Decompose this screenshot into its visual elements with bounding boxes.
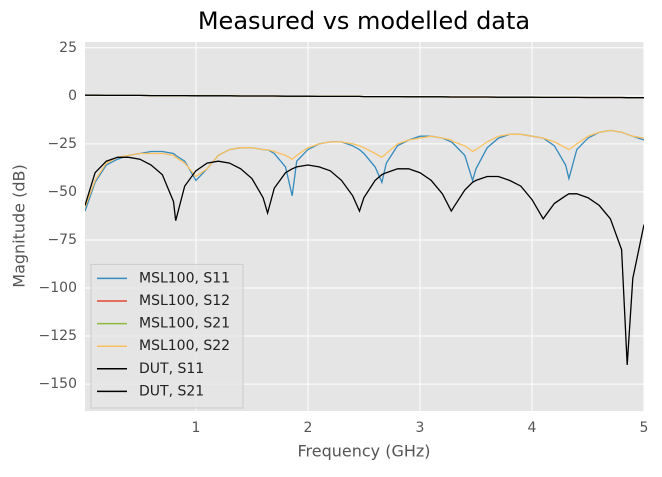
series-line xyxy=(85,129,644,212)
chart-title: Measured vs modelled data xyxy=(198,7,530,35)
x-tick-label: 1 xyxy=(191,420,200,436)
y-tick-label: −150 xyxy=(39,376,77,392)
series-line xyxy=(85,156,644,365)
series-line xyxy=(85,94,644,99)
y-tick-label: −100 xyxy=(39,280,77,296)
legend-label: DUT, S21 xyxy=(139,383,204,399)
y-tick-label: −75 xyxy=(47,232,77,248)
legend-label: MSL100, S12 xyxy=(139,293,230,309)
lines xyxy=(85,94,644,365)
legend-label: MSL100, S21 xyxy=(139,316,230,332)
x-tick-label: 4 xyxy=(528,420,537,436)
y-tick-label: −125 xyxy=(39,328,77,344)
x-tick-label: 2 xyxy=(303,420,312,436)
y-tick-label: −50 xyxy=(47,184,77,200)
series-line xyxy=(85,129,644,208)
y-tick-label: −25 xyxy=(47,136,77,152)
y-tick-label: 0 xyxy=(68,88,77,104)
y-axis-label: Magnitude (dB) xyxy=(10,164,29,287)
y-tick-label: 25 xyxy=(59,40,77,56)
legend-label: DUT, S11 xyxy=(139,361,204,377)
legend-label: MSL100, S22 xyxy=(139,338,230,354)
x-tick-label: 5 xyxy=(640,420,649,436)
legend: MSL100, S11 MSL100, S12 MSL100, S21 MSL100,… xyxy=(90,263,244,409)
legend-box xyxy=(90,263,244,409)
x-axis-label: Frequency (GHz) xyxy=(297,442,430,461)
x-tick-label: 3 xyxy=(415,420,424,436)
legend-label: MSL100, S11 xyxy=(139,270,230,286)
